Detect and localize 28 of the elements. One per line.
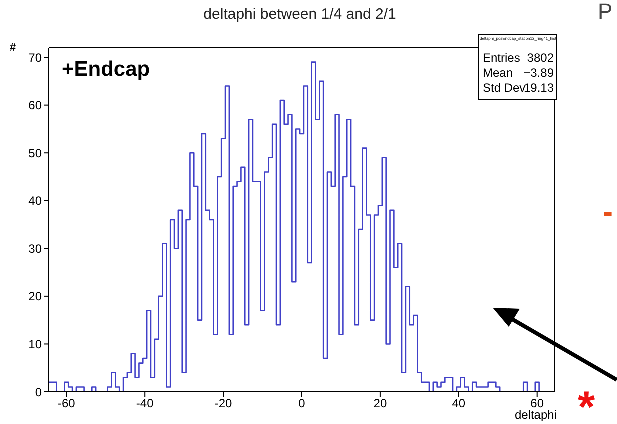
text: -: [603, 196, 613, 229]
x-tick-label: 0: [298, 396, 306, 411]
y-axis-title: #: [10, 42, 16, 54]
y-tick-label: 0: [35, 385, 42, 400]
y-tick-label: 50: [28, 146, 42, 160]
x-tick-label: -20: [214, 396, 233, 411]
x-tick-label: -40: [136, 396, 154, 411]
chart-title: deltaphi between 1/4 and 2/1: [204, 6, 396, 23]
text: *: [578, 383, 596, 424]
y-tick-label: 60: [28, 98, 42, 113]
y-tick-label: 40: [28, 194, 42, 208]
annotation: 3802: [527, 51, 554, 66]
x-axis-title: deltaphi: [514, 408, 557, 422]
annotation: Entries: [483, 51, 520, 66]
annotation: +Endcap: [62, 58, 150, 82]
annotation: 19.13: [524, 81, 554, 96]
y-tick-label: 30: [28, 242, 42, 256]
annotation: −3.89: [524, 66, 554, 80]
y-tick-label: 20: [28, 290, 42, 304]
annotation: Std Dev: [483, 81, 526, 96]
y-tick-label: 10: [28, 337, 42, 352]
y-tick-label: 70: [28, 50, 42, 65]
x-tick-label: 20: [374, 396, 388, 411]
x-tick-label: 40: [452, 396, 466, 411]
annotation: Mean: [483, 66, 514, 80]
text: P: [598, 0, 613, 24]
x-tick-label: 60: [530, 396, 544, 411]
x-tick-label: -60: [58, 396, 76, 411]
